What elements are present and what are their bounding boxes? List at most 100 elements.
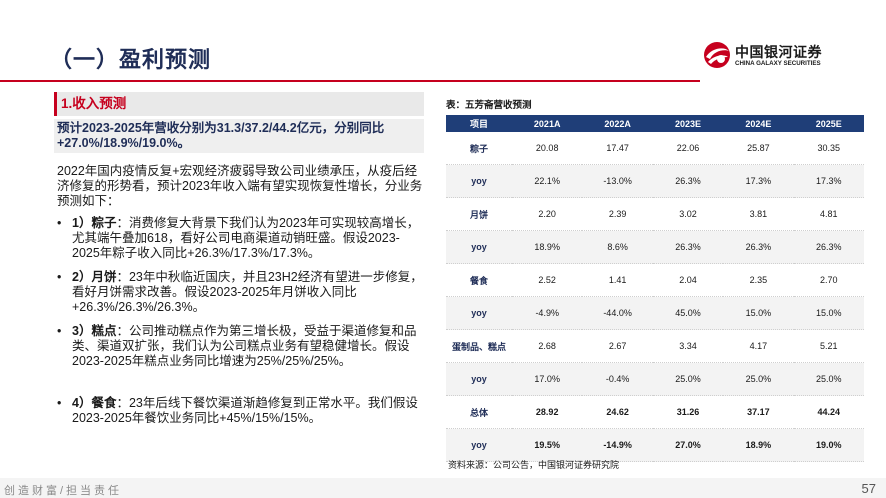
table-cell: 26.3% bbox=[723, 230, 794, 264]
table-cell: 18.9% bbox=[512, 230, 583, 264]
table-source: 资料来源：公司公告，中国银河证券研究院 bbox=[448, 460, 620, 470]
table-cell: 19.0% bbox=[793, 428, 864, 462]
table-cell: 2.67 bbox=[582, 329, 653, 363]
table-cell: 19.5% bbox=[512, 428, 583, 462]
row-label: 总体 bbox=[446, 395, 512, 429]
bullet-head: 3）糕点 bbox=[72, 324, 117, 338]
galaxy-logo-icon bbox=[704, 42, 730, 68]
bullet-dot: • bbox=[57, 396, 62, 410]
row-label: 月饼 bbox=[446, 197, 512, 231]
logo-chinese-name: 中国银河证券 bbox=[735, 44, 822, 60]
table-cell: 2.39 bbox=[582, 197, 653, 231]
header-2025e: 2025E bbox=[793, 115, 864, 132]
table-cell: -14.9% bbox=[582, 428, 653, 462]
table-cell: -13.0% bbox=[582, 164, 653, 198]
table-caption: 表：五芳斋营收预测 bbox=[446, 100, 532, 111]
table-cell: 22.1% bbox=[512, 164, 583, 198]
table-cell: 24.62 bbox=[582, 395, 653, 429]
company-logo: 中国银河证券 CHINA GALAXY SECURITIES bbox=[702, 40, 882, 74]
bullet-dot: • bbox=[57, 324, 62, 338]
bullet-head: 2）月饼 bbox=[72, 270, 117, 284]
summary-background bbox=[54, 119, 424, 153]
logo-english-name: CHINA GALAXY SECURITIES bbox=[735, 60, 821, 67]
table-cell: 25.0% bbox=[793, 362, 864, 396]
table-cell: 44.24 bbox=[793, 395, 864, 429]
row-label: 蛋制品、糕点 bbox=[446, 329, 512, 363]
table-row: yoy -4.9% -44.0% 45.0% 15.0% 15.0% bbox=[446, 296, 864, 330]
table-cell: 2.04 bbox=[652, 263, 724, 297]
table-cell: 4.81 bbox=[793, 197, 864, 231]
page-title: （一）盈利预测 bbox=[50, 47, 212, 72]
bullet-item-pastry: • 3）糕点：公司推动糕点作为第三增长极，受益于渠道修复和品类、渠道双扩张，我们… bbox=[57, 324, 425, 369]
table-cell: 28.92 bbox=[512, 395, 583, 429]
table-row: 月饼 2.20 2.39 3.02 3.81 4.81 bbox=[446, 197, 864, 231]
table-cell: 17.0% bbox=[512, 362, 583, 396]
intro-text: 2022年国内疫情反复+宏观经济疲弱导致公司业绩承压，从疫后经济修复的形势看，预… bbox=[57, 164, 423, 208]
table-row: yoy 22.1% -13.0% 26.3% 17.3% 17.3% bbox=[446, 164, 864, 198]
bullet-item-zongzi: • 1）粽子：消费修复大背景下我们认为2023年可实现较高增长，尤其端午叠加61… bbox=[57, 216, 425, 261]
bullet-text: ：公司推动糕点作为第三增长极，受益于渠道修复和品类、渠道双扩张，我们认为公司糕点… bbox=[72, 324, 417, 368]
table-cell: 45.0% bbox=[652, 296, 724, 330]
table-cell: 25.0% bbox=[723, 362, 794, 396]
table-cell: 25.87 bbox=[723, 132, 794, 165]
title-rule bbox=[0, 80, 700, 82]
table-cell: 31.26 bbox=[652, 395, 724, 429]
table-row-total-yoy: yoy 19.5% -14.9% 27.0% 18.9% 19.0% bbox=[446, 428, 864, 462]
bullet-text: ：23年后线下餐饮渠道渐趋修复到正常水平。我们假设2023-2025年餐饮业务同… bbox=[72, 396, 418, 425]
table-cell: -0.4% bbox=[582, 362, 653, 396]
bullet-text: ：23年中秋临近国庆，并且23H2经济有望进一步修复，看好月饼需求改善。假设20… bbox=[72, 270, 423, 314]
bullet-dot: • bbox=[57, 216, 62, 230]
table-cell: 26.3% bbox=[793, 230, 864, 264]
footer-slogan: 创造财富/担当责任 bbox=[4, 485, 123, 497]
table-cell: 2.35 bbox=[723, 263, 794, 297]
table-row-total: 总体 28.92 24.62 31.26 37.17 44.24 bbox=[446, 395, 864, 429]
table-cell: 26.3% bbox=[652, 164, 724, 198]
header-item: 项目 bbox=[446, 115, 512, 132]
table-cell: 2.68 bbox=[512, 329, 583, 363]
table-cell: 5.21 bbox=[793, 329, 864, 363]
row-label: 粽子 bbox=[446, 132, 512, 165]
table-cell: 30.35 bbox=[793, 132, 864, 165]
table-cell: 4.17 bbox=[723, 329, 794, 363]
row-label: yoy bbox=[446, 164, 512, 198]
table-cell: 17.3% bbox=[793, 164, 864, 198]
header-2021a: 2021A bbox=[512, 115, 583, 132]
table-cell: -44.0% bbox=[582, 296, 653, 330]
table-row: 粽子 20.08 17.47 22.06 25.87 30.35 bbox=[446, 132, 864, 165]
row-label: 餐食 bbox=[446, 263, 512, 297]
bullet-text: ：消费修复大背景下我们认为2023年可实现较高增长，尤其端午叠加618，看好公司… bbox=[72, 216, 420, 260]
footer-bar bbox=[0, 478, 886, 498]
table-cell: 20.08 bbox=[512, 132, 583, 165]
section-label: 1.收入预测 bbox=[54, 92, 424, 116]
table-cell: 3.34 bbox=[652, 329, 724, 363]
table-row: yoy 18.9% 8.6% 26.3% 26.3% 26.3% bbox=[446, 230, 864, 264]
row-label: yoy bbox=[446, 428, 512, 462]
table-row: yoy 17.0% -0.4% 25.0% 25.0% 25.0% bbox=[446, 362, 864, 396]
row-label: yoy bbox=[446, 362, 512, 396]
revenue-forecast-table: 项目 2021A 2022A 2023E 2024E 2025E 粽子 20.0… bbox=[446, 115, 864, 462]
table-cell: 1.41 bbox=[582, 263, 653, 297]
table-cell: 25.0% bbox=[652, 362, 724, 396]
page-number: 57 bbox=[861, 481, 876, 496]
table-row: 餐食 2.52 1.41 2.04 2.35 2.70 bbox=[446, 263, 864, 297]
table-cell: 18.9% bbox=[723, 428, 794, 462]
bullet-head: 1）粽子 bbox=[72, 216, 117, 230]
table-cell: 3.02 bbox=[652, 197, 724, 231]
table-row: 蛋制品、糕点 2.68 2.67 3.34 4.17 5.21 bbox=[446, 329, 864, 363]
bullet-dot: • bbox=[57, 270, 62, 284]
table-cell: 22.06 bbox=[652, 132, 724, 165]
table-cell: 15.0% bbox=[723, 296, 794, 330]
table-cell: 37.17 bbox=[723, 395, 794, 429]
row-label: yoy bbox=[446, 296, 512, 330]
table-cell: 2.20 bbox=[512, 197, 583, 231]
table-cell: 3.81 bbox=[723, 197, 794, 231]
table-cell: 15.0% bbox=[793, 296, 864, 330]
header-2022a: 2022A bbox=[582, 115, 653, 132]
table-cell: 2.52 bbox=[512, 263, 583, 297]
header-2023e: 2023E bbox=[652, 115, 724, 132]
bullet-head: 4）餐食 bbox=[72, 396, 117, 410]
table-cell: 27.0% bbox=[652, 428, 724, 462]
table-cell: 8.6% bbox=[582, 230, 653, 264]
table-cell: -4.9% bbox=[512, 296, 583, 330]
row-label: yoy bbox=[446, 230, 512, 264]
